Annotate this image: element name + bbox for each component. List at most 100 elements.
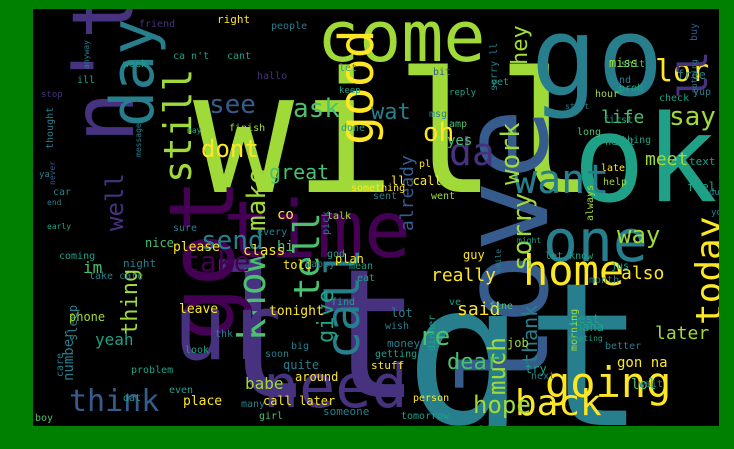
word-sorry: sorry [508,193,538,271]
word-shit: shit [621,59,645,70]
word-thk: thk [215,329,233,340]
word-still: still [156,69,200,183]
word-thank: thank [518,305,542,365]
word-next: next [531,371,555,382]
word-buy: buy [689,23,700,41]
word-may: may [187,126,202,135]
word-place: place [183,394,222,409]
word-let: let [339,63,357,74]
word-thing: thing [118,269,143,335]
word-lor: lor [655,54,709,89]
word-yup: yup [693,87,711,98]
word-happy: happy [305,259,335,270]
word-guy: guy [463,248,485,262]
word-life: life [601,107,644,128]
word-big: big [291,341,309,352]
word-someone: someone [323,405,369,418]
word-help: help [603,177,627,188]
word-think: think [69,384,159,419]
word-many: many [241,399,265,410]
word-take: take [183,245,250,278]
word-sent: sent [373,191,397,202]
word-da: da [449,130,495,174]
word-cant: cant [227,51,251,62]
word-find: find [331,297,355,308]
word-co: co [277,207,294,223]
word-one: one [543,207,648,275]
word-gon-na: gon na [617,355,668,371]
word-come: come [317,9,486,78]
word-miss: miss [609,56,638,70]
word-done: done [341,123,365,134]
word-wait: wait [639,379,663,390]
word-always: always [585,185,596,221]
word-dun: dun [709,188,719,198]
word-later: later [655,323,709,344]
word-call: call [316,248,370,359]
word-late: late [601,163,625,174]
word-liao: liao [479,425,503,426]
word-check: check [659,93,689,104]
word-hi: hi [277,239,294,255]
word-phone: phone [69,310,105,324]
word-god: god [327,249,345,260]
word-send: send [201,226,264,256]
word-work: work [496,122,526,185]
word-let-know: let know [545,251,594,262]
word-month: month [589,275,619,286]
word-lot: lot [391,306,413,320]
word-getting: getting [375,349,417,360]
word-text: text [689,155,716,168]
word-keep: keep [339,86,361,96]
word-every: every [257,227,287,238]
word-hey: hey [508,25,533,65]
word-already: already [397,155,418,231]
word-much: much [483,337,511,395]
word-want: want [513,157,609,203]
word-sure: sure [173,223,197,234]
word-friend: friend [139,19,175,30]
word-try: try [525,362,547,376]
word-meet: meet [645,149,688,170]
word-tell: tell [287,212,328,299]
word-ll: ll [671,51,717,99]
word-say: say [669,102,716,132]
word-go: go [531,9,663,121]
word-never: never [48,161,57,185]
word-yeah: yeah [95,330,134,349]
word-ll-call: ll call [391,174,442,188]
word-amp: amp [449,119,467,130]
word-ca-n-t: ca n't [173,51,209,62]
word-week: week [123,59,147,70]
word-talk: talk [327,211,351,222]
word-lt: lt [205,231,422,426]
word-quite: quite [283,358,319,372]
word-people: people [271,21,307,32]
word-cloud: will lt gt ok go love know got n't ur time come need… [33,9,719,426]
word-msg: msg [429,109,447,120]
word-went: went [431,191,455,202]
word-tomorrow: tomorrow [401,411,450,422]
word-said: said [457,299,500,320]
word-nothing: nothing [690,59,699,93]
word-yes: yes [447,133,472,149]
word-haha: haha [575,320,604,334]
word-ya: ya [39,170,50,180]
word-free: free [677,68,706,82]
word-anything: anything [603,135,651,146]
word-money: money [387,337,420,350]
word-also: also [621,263,664,284]
word-plan: plan [335,252,364,266]
word-fine: fine [489,301,513,312]
word-around: around [295,370,338,384]
word-make: make [242,168,272,231]
word-yo: yo [711,208,719,218]
word-sorry-ll: sorry ll [489,43,500,91]
word-even: even [169,385,193,396]
word-today: today [689,217,719,325]
word-know: know [230,249,274,341]
word-going: going [545,358,671,407]
word-bit: bit [433,67,451,78]
